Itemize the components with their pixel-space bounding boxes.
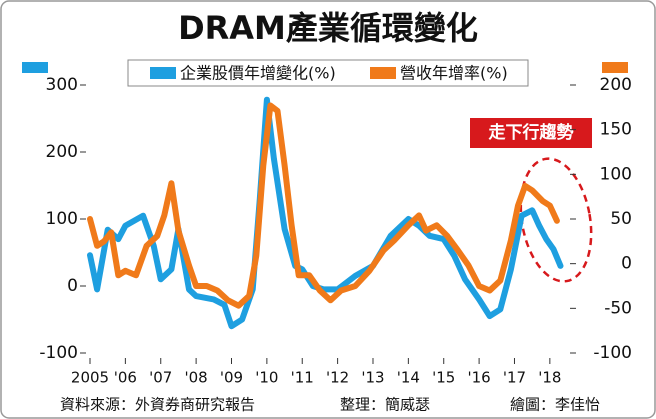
y-tick-label: 200: [46, 142, 78, 162]
x-tick-label: '06: [114, 369, 137, 387]
axis-color-key: [22, 62, 48, 73]
x-tick-label: '15: [432, 369, 455, 387]
x-tick-label: '18: [538, 369, 561, 387]
chart-title: DRAM產業循環變化: [178, 9, 478, 47]
y2-tick-label: -50: [604, 298, 632, 318]
series-line: [87, 96, 564, 330]
x-tick-label: '17: [503, 369, 526, 387]
x-tick-label: '11: [291, 369, 314, 387]
x-tick-label: '08: [185, 369, 208, 387]
y2-tick-label: -100: [593, 343, 632, 363]
y-tick-label: 300: [46, 75, 78, 95]
series-line: [87, 102, 560, 309]
y2-tick-label: 50: [610, 209, 632, 229]
axis-color-key: [602, 62, 628, 73]
compiler: 整理：簡威瑟: [340, 396, 430, 414]
y2-tick-label: 100: [600, 164, 632, 184]
x-tick-label: '13: [361, 369, 384, 387]
legend-label: 營收年增率(%): [400, 64, 508, 83]
x-tick-label: '07: [149, 369, 172, 387]
x-tick-label: '14: [397, 369, 420, 387]
legend-swatch: [150, 67, 176, 79]
x-tick-label: '09: [220, 369, 243, 387]
legend-box: [127, 59, 529, 87]
x-tick-label: 2005: [71, 369, 109, 387]
x-tick-label: '12: [326, 369, 349, 387]
annotation: 走下行趨勢: [489, 122, 574, 143]
highlight-ellipse: [519, 157, 593, 283]
x-tick-label: '10: [255, 369, 278, 387]
annotation-box: [470, 118, 592, 148]
y2-tick-label: 200: [600, 75, 632, 95]
y-tick-label: 100: [46, 209, 78, 229]
y2-tick-label: 0: [621, 254, 632, 274]
legend-label: 企業股價年增變化(%): [180, 64, 336, 83]
y2-tick-label: 150: [600, 120, 632, 140]
x-tick-label: '16: [467, 369, 490, 387]
legend-swatch: [370, 67, 396, 79]
y-tick-label: 0: [67, 276, 78, 296]
source: 資料來源：外資券商研究報告: [60, 396, 255, 414]
y-tick-label: -100: [39, 343, 78, 363]
illustrator: 繪圖：李佳怡: [510, 396, 600, 414]
